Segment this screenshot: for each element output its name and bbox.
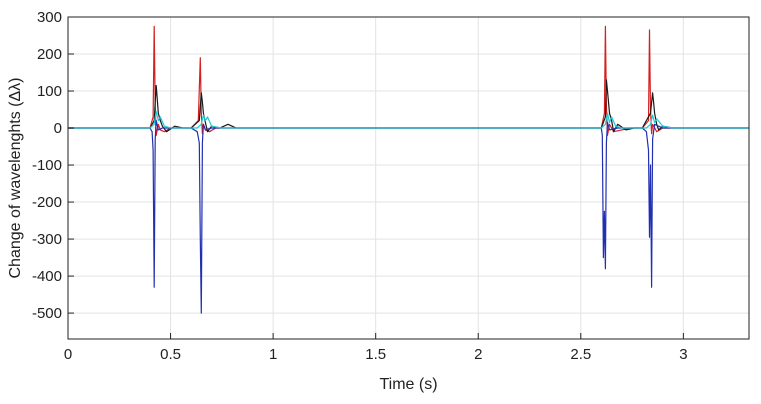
y-tick-label: 300 bbox=[37, 9, 62, 26]
plot-area bbox=[68, 17, 749, 339]
y-tick-label: 200 bbox=[37, 46, 62, 63]
y-tick-label: 100 bbox=[37, 83, 62, 100]
y-tick-label: 0 bbox=[54, 120, 62, 137]
x-tick-label: 2.5 bbox=[570, 346, 591, 363]
x-tick-label: 0 bbox=[64, 346, 72, 363]
plot-border bbox=[67, 16, 750, 340]
axis-ticks: 0 0.5 1 1.5 2 2.5 3 -500 -400 -300 -200 -100 0 100 200… bbox=[32, 9, 688, 363]
y-tick-label: -500 bbox=[32, 305, 62, 322]
y-tick-label: -300 bbox=[32, 231, 62, 248]
grid-lines bbox=[67, 16, 749, 339]
series-lines bbox=[68, 25, 749, 314]
y-tick-label: -400 bbox=[32, 268, 62, 285]
x-axis-label: Time (s) bbox=[379, 376, 437, 393]
x-tick-label: 2 bbox=[474, 346, 482, 363]
y-tick-label: -200 bbox=[32, 194, 62, 211]
x-tick-label: 1 bbox=[269, 346, 277, 363]
x-tick-label: 0.5 bbox=[160, 346, 181, 363]
series-line-3 bbox=[68, 110, 749, 129]
y-tick-label: -100 bbox=[32, 157, 62, 174]
y-axis-label: Change of wavelenghts (Δλ) bbox=[7, 77, 24, 278]
x-tick-label: 3 bbox=[679, 346, 687, 363]
x-tick-label: 1.5 bbox=[365, 346, 386, 363]
